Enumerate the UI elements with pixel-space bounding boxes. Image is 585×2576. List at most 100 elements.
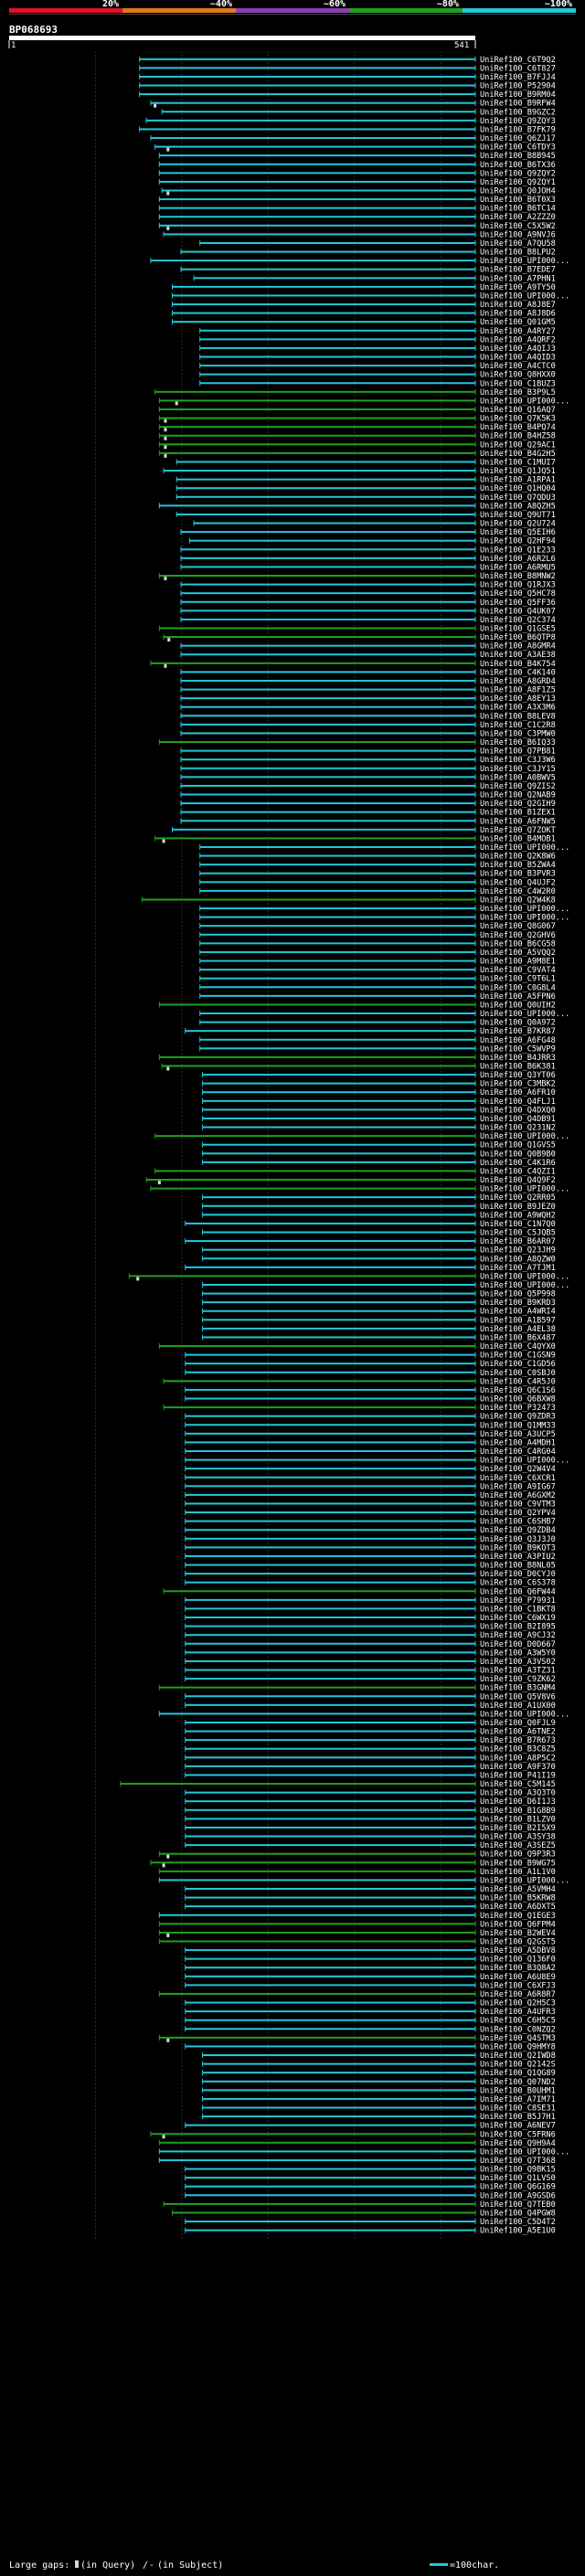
hit-label[interactable]: UniRef100_B5ZWA4 <box>480 861 556 870</box>
hit-label[interactable]: UniRef100_Q16AQ7 <box>480 406 556 415</box>
hit-row[interactable]: UniRef100_UPI000... <box>199 1010 570 1019</box>
hit-label[interactable]: UniRef100_Q2GHV6 <box>480 931 556 940</box>
hit-row[interactable]: UniRef100_Q8HXX0 <box>199 371 556 380</box>
hit-label[interactable]: UniRef100_C1N7Q0 <box>480 1220 556 1229</box>
hit-row[interactable]: UniRef100_B8NL05 <box>185 1562 556 1571</box>
hit-row[interactable]: UniRef100_C5FRN6 <box>150 2130 556 2139</box>
hit-row[interactable]: UniRef100_Q7ZOKT <box>172 826 556 835</box>
hit-row[interactable]: UniRef100_A9CJ32 <box>185 1631 556 1640</box>
hit-row[interactable]: UniRef100_UPI000... <box>185 1457 570 1466</box>
hit-row[interactable]: UniRef100_A7PHN1 <box>193 274 556 283</box>
hit-row[interactable]: UniRef100_Q6FPM4 <box>158 1920 556 1929</box>
hit-row[interactable]: UniRef100_C4K140 <box>180 668 556 677</box>
hit-row[interactable]: UniRef100_B7FJJ4 <box>139 73 556 82</box>
hit-label[interactable]: UniRef100_P41I19 <box>480 1771 556 1780</box>
hit-label[interactable]: UniRef100_A5VMH4 <box>480 1885 556 1894</box>
hit-label[interactable]: UniRef100_Q2YPV4 <box>480 1509 556 1518</box>
hit-label[interactable]: UniRef100_B3PVR3 <box>480 870 556 879</box>
hit-row[interactable]: UniRef100_A7QU58 <box>199 239 556 249</box>
hit-row[interactable]: UniRef100_Q5HC78 <box>180 589 556 599</box>
hit-row[interactable]: UniRef100_Q2IWD8 <box>202 2051 556 2061</box>
hit-row[interactable]: UniRef100_A3UCP5 <box>185 1430 556 1439</box>
hit-label[interactable]: UniRef100_A5VQQ2 <box>480 949 556 958</box>
hit-label[interactable]: UniRef100_UPI000... <box>480 1710 569 1719</box>
hit-label[interactable]: UniRef100_C1MUI7 <box>480 458 556 467</box>
hit-row[interactable]: UniRef100_Q1RJX3 <box>180 581 556 590</box>
hit-label[interactable]: UniRef100_A6FG48 <box>480 1036 556 1045</box>
hit-row[interactable]: UniRef100_Q6ZJ17 <box>150 134 556 143</box>
hit-label[interactable]: UniRef100_Q5FF36 <box>480 599 556 608</box>
hit-row[interactable]: UniRef100_A9GSD6 <box>185 2191 556 2200</box>
hit-label[interactable]: UniRef100_B8B945 <box>480 152 556 161</box>
hit-label[interactable]: UniRef100_Q5EIH6 <box>480 528 556 537</box>
hit-row[interactable]: UniRef100_Q2NAB9 <box>180 791 556 800</box>
hit-label[interactable]: UniRef100_A8GMR4 <box>480 642 556 652</box>
hit-row[interactable]: UniRef100_UPI000... <box>150 257 569 266</box>
hit-label[interactable]: UniRef100_UPI000... <box>480 1010 569 1019</box>
hit-label[interactable]: UniRef100_Q9ZQY1 <box>480 178 556 187</box>
hit-label[interactable]: UniRef100_B1LZV0 <box>480 1815 556 1824</box>
hit-row[interactable]: UniRef100_B9RM04 <box>139 90 556 100</box>
hit-label[interactable]: UniRef100_Q1E233 <box>480 546 556 555</box>
hit-label[interactable]: UniRef100_Q9HMY8 <box>480 2042 556 2051</box>
hit-row[interactable]: UniRef100_C1BKT8 <box>185 1605 556 1614</box>
hit-label[interactable]: UniRef100_A4EL38 <box>480 1325 556 1334</box>
hit-label[interactable]: UniRef100_B4G2H5 <box>480 450 556 459</box>
hit-row[interactable]: UniRef100_UPI000... <box>158 1710 569 1719</box>
hit-row[interactable]: UniRef100_A6NEV7 <box>185 2122 556 2131</box>
hit-row[interactable]: UniRef100_P32473 <box>163 1404 556 1413</box>
hit-label[interactable]: UniRef100_C4QZI1 <box>480 1167 556 1176</box>
hit-label[interactable]: UniRef100_A6R2L6 <box>480 555 556 564</box>
hit-label[interactable]: UniRef100_Q9H9A4 <box>480 2139 556 2148</box>
hit-row[interactable]: UniRef100_A4WRI4 <box>202 1308 556 1317</box>
hit-label[interactable]: UniRef100_B6AR07 <box>480 1237 556 1246</box>
hit-row[interactable]: UniRef100_C9VAT4 <box>199 966 556 975</box>
hit-label[interactable]: UniRef100_Q4DXQ0 <box>480 1106 556 1115</box>
hit-label[interactable]: UniRef100_Q4STM3 <box>480 2034 556 2043</box>
hit-row[interactable]: UniRef100_A8GMR4 <box>180 642 556 652</box>
hit-label[interactable]: UniRef100_A4WRI4 <box>480 1308 556 1317</box>
hit-row[interactable]: UniRef100_A9M8E1 <box>199 958 556 967</box>
hit-label[interactable]: UniRef100_UPI000... <box>480 1281 569 1290</box>
hit-row[interactable]: UniRef100_UPI000... <box>154 1132 570 1141</box>
hit-label[interactable]: UniRef100_B1ZEX1 <box>480 809 556 818</box>
hit-row[interactable]: UniRef100_B1G8B9 <box>185 1807 556 1816</box>
hit-label[interactable]: UniRef100_A1L1V0 <box>480 1868 556 1877</box>
hit-label[interactable]: UniRef100_A3AE38 <box>480 651 556 660</box>
hit-row[interactable]: UniRef100_B9KQT3 <box>185 1543 556 1553</box>
hit-label[interactable]: UniRef100_Q9ZIS2 <box>480 782 556 791</box>
hit-label[interactable]: UniRef100_B8NL05 <box>480 1562 556 1571</box>
hit-row[interactable]: UniRef100_B2I895 <box>185 1623 556 1632</box>
hit-row[interactable]: UniRef100_B3GNM4 <box>158 1684 556 1693</box>
hit-label[interactable]: UniRef100_C5X5W2 <box>480 222 556 231</box>
hit-row[interactable]: UniRef100_A7TJM1 <box>185 1264 556 1273</box>
hit-label[interactable]: UniRef100_B2I895 <box>480 1623 556 1632</box>
hit-label[interactable]: UniRef100_UPI000... <box>480 292 569 301</box>
hit-row[interactable]: UniRef100_B6K381 <box>161 1062 556 1071</box>
hit-row[interactable]: UniRef100_Q4DB91 <box>202 1115 556 1124</box>
hit-row[interactable]: UniRef100_B2I5X9 <box>185 1824 556 1833</box>
hit-row[interactable]: UniRef100_D0CYJ0 <box>185 1570 556 1579</box>
hit-label[interactable]: UniRef100_B4MOB1 <box>480 834 556 843</box>
hit-label[interactable]: UniRef100_B2I5X9 <box>480 1824 556 1833</box>
hit-row[interactable]: UniRef100_Q6FW44 <box>163 1587 556 1596</box>
hit-label[interactable]: UniRef100_Q1EGE3 <box>480 1912 556 1921</box>
hit-row[interactable]: UniRef100_C5M145 <box>120 1780 556 1789</box>
hit-row[interactable]: UniRef100_B9KRD3 <box>202 1299 556 1308</box>
hit-row[interactable]: UniRef100_C4R5J0 <box>163 1377 556 1386</box>
hit-row[interactable]: UniRef100_Q1EGE3 <box>158 1912 556 1921</box>
hit-row[interactable]: UniRef100_A9IG67 <box>185 1482 556 1491</box>
hit-label[interactable]: UniRef100_C9VAT4 <box>480 966 556 975</box>
hit-label[interactable]: UniRef100_UPI000... <box>480 1185 569 1194</box>
hit-row[interactable]: UniRef100_C6TDY3 <box>154 143 556 153</box>
hit-row[interactable]: UniRef100_A1RPA1 <box>176 476 556 485</box>
hit-label[interactable]: UniRef100_A0BWV5 <box>480 773 556 782</box>
hit-row[interactable]: UniRef100_B4G2H5 <box>158 450 556 459</box>
hit-row[interactable]: UniRef100_B3PVR3 <box>199 870 556 879</box>
hit-row[interactable]: UniRef100_C1GSN9 <box>185 1352 556 1361</box>
hit-label[interactable]: UniRef100_C9VTM3 <box>480 1500 556 1509</box>
hit-label[interactable]: UniRef100_B3GNM4 <box>480 1684 556 1693</box>
hit-label[interactable]: UniRef100_Q1GVS5 <box>480 1141 556 1150</box>
hit-label[interactable]: UniRef100_C6TDY3 <box>480 143 556 153</box>
hit-row[interactable]: UniRef100_Q4UK07 <box>180 607 556 616</box>
